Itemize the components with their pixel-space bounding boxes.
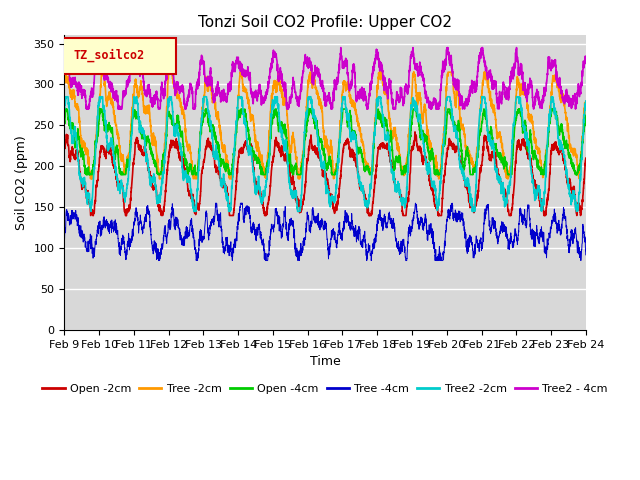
Tree2 - 4cm — [207, 68, 214, 74]
Tree2 - 4cm — [532, 93, 540, 98]
Tree2 -2cm — [207, 120, 214, 125]
Line: Open -4cm: Open -4cm — [65, 109, 586, 175]
Tree2 -2cm — [173, 128, 180, 134]
Tree -4cm — [376, 207, 384, 213]
Tree -4cm — [582, 252, 589, 258]
Line: Open -2cm: Open -2cm — [65, 132, 586, 216]
Open -4cm — [62, 106, 70, 112]
Tree -2cm — [376, 69, 384, 75]
Line: Tree2 - 4cm: Tree2 - 4cm — [65, 48, 586, 109]
Tree2 - 4cm — [95, 45, 103, 50]
Tree2 - 4cm — [376, 59, 384, 64]
Line: Tree -4cm: Tree -4cm — [65, 203, 586, 261]
Tree -4cm — [212, 200, 220, 206]
Tree -2cm — [86, 176, 94, 181]
Tree2 -2cm — [582, 98, 589, 104]
Open -4cm — [532, 155, 540, 161]
Open -2cm — [206, 145, 214, 151]
Title: Tonzi Soil CO2 Profile: Upper CO2: Tonzi Soil CO2 Profile: Upper CO2 — [198, 15, 452, 30]
Tree -2cm — [532, 143, 540, 149]
Open -4cm — [83, 172, 90, 178]
Legend: Open -2cm, Tree -2cm, Open -4cm, Tree -4cm, Tree2 -2cm, Tree2 - 4cm: Open -2cm, Tree -2cm, Open -4cm, Tree -4… — [38, 379, 612, 398]
FancyBboxPatch shape — [62, 38, 177, 73]
Tree -4cm — [582, 247, 589, 253]
Tree -4cm — [532, 224, 540, 229]
Tree2 -2cm — [87, 208, 95, 214]
Open -2cm — [385, 150, 393, 156]
Open -4cm — [61, 119, 68, 124]
Open -2cm — [411, 129, 419, 135]
Open -4cm — [582, 112, 589, 118]
Tree2 - 4cm — [385, 83, 393, 89]
Tree2 - 4cm — [582, 60, 589, 66]
Tree -4cm — [61, 241, 68, 247]
Tree -4cm — [172, 221, 180, 227]
Tree -2cm — [173, 86, 180, 92]
Tree -2cm — [582, 101, 589, 107]
Text: TZ_soilco2: TZ_soilco2 — [74, 48, 145, 62]
Tree2 -2cm — [62, 94, 70, 100]
Y-axis label: Soil CO2 (ppm): Soil CO2 (ppm) — [15, 135, 28, 230]
Tree -2cm — [98, 69, 106, 75]
Tree -4cm — [155, 258, 163, 264]
Tree -2cm — [385, 114, 393, 120]
Tree2 -2cm — [532, 192, 540, 198]
Tree2 -2cm — [582, 100, 589, 106]
Line: Tree -2cm: Tree -2cm — [65, 72, 586, 179]
X-axis label: Time: Time — [310, 355, 340, 369]
Open -4cm — [385, 140, 393, 145]
Open -4cm — [376, 117, 384, 122]
Open -4cm — [173, 123, 180, 129]
Open -2cm — [61, 145, 68, 151]
Open -2cm — [582, 156, 589, 161]
Tree -2cm — [61, 70, 68, 76]
Tree -4cm — [206, 226, 214, 232]
Open -2cm — [582, 156, 589, 162]
Open -2cm — [87, 213, 95, 218]
Open -2cm — [172, 136, 180, 142]
Tree2 -2cm — [376, 94, 384, 100]
Tree2 - 4cm — [173, 89, 180, 95]
Open -4cm — [207, 127, 214, 132]
Tree -2cm — [582, 98, 589, 104]
Tree2 -2cm — [385, 141, 393, 146]
Tree2 - 4cm — [61, 66, 68, 72]
Tree -2cm — [207, 82, 214, 88]
Line: Tree2 -2cm: Tree2 -2cm — [65, 97, 586, 211]
Tree -4cm — [385, 214, 393, 219]
Tree2 -2cm — [61, 105, 68, 111]
Tree2 - 4cm — [83, 106, 90, 112]
Open -2cm — [376, 142, 383, 147]
Tree2 - 4cm — [582, 56, 589, 62]
Open -4cm — [582, 117, 589, 122]
Open -2cm — [532, 186, 540, 192]
